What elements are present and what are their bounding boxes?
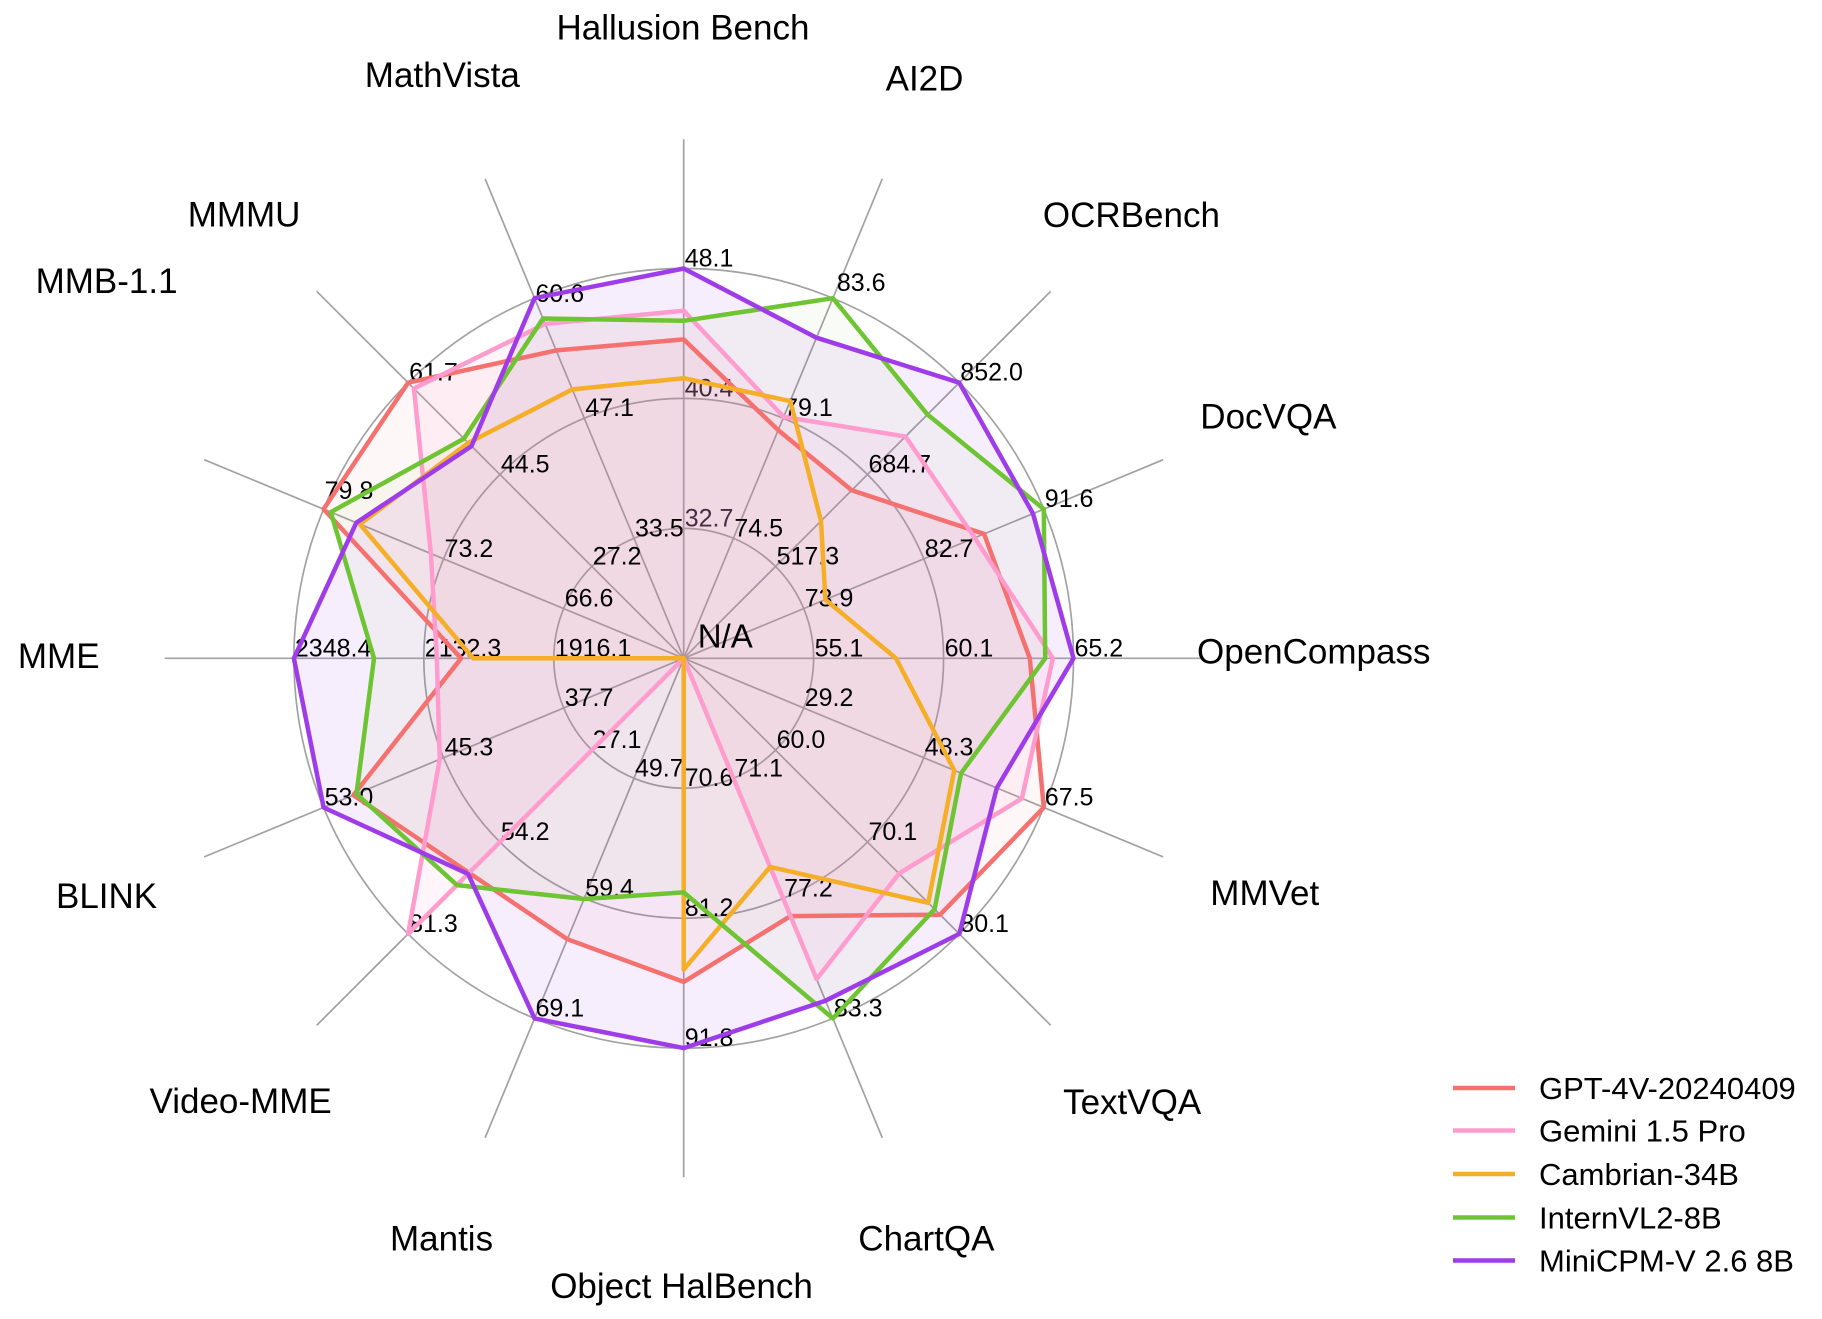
svg-text:DocVQA: DocVQA bbox=[1200, 398, 1337, 437]
svg-text:AI2D: AI2D bbox=[886, 60, 964, 99]
svg-text:MME: MME bbox=[18, 637, 100, 676]
svg-text:66.6: 66.6 bbox=[565, 585, 614, 613]
svg-text:684.7: 684.7 bbox=[869, 451, 932, 479]
svg-text:MMMU: MMMU bbox=[188, 196, 301, 235]
svg-text:67.5: 67.5 bbox=[1045, 784, 1094, 812]
svg-text:OpenCompass: OpenCompass bbox=[1197, 633, 1430, 672]
svg-text:Video-MME: Video-MME bbox=[150, 1082, 332, 1121]
svg-text:70.6: 70.6 bbox=[685, 764, 734, 792]
svg-text:MiniCPM-V 2.6 8B: MiniCPM-V 2.6 8B bbox=[1539, 1244, 1794, 1279]
svg-text:Object HalBench: Object HalBench bbox=[550, 1267, 813, 1306]
svg-text:55.1: 55.1 bbox=[815, 634, 864, 662]
svg-text:GPT-4V-20240409: GPT-4V-20240409 bbox=[1539, 1071, 1796, 1106]
svg-text:65.2: 65.2 bbox=[1075, 634, 1124, 662]
svg-text:69.1: 69.1 bbox=[536, 994, 585, 1022]
svg-text:60.0: 60.0 bbox=[777, 726, 826, 754]
svg-text:OCRBench: OCRBench bbox=[1043, 196, 1220, 235]
svg-text:MMVet: MMVet bbox=[1210, 874, 1319, 913]
svg-text:45.3: 45.3 bbox=[445, 734, 494, 762]
svg-text:Mantis: Mantis bbox=[390, 1220, 493, 1259]
svg-text:80.1: 80.1 bbox=[960, 910, 1009, 938]
svg-text:MMB-1.1: MMB-1.1 bbox=[36, 262, 178, 301]
svg-text:33.5: 33.5 bbox=[635, 514, 684, 542]
svg-text:73.2: 73.2 bbox=[445, 535, 494, 563]
svg-text:60.1: 60.1 bbox=[945, 634, 994, 662]
svg-text:517.3: 517.3 bbox=[777, 542, 840, 570]
svg-text:83.6: 83.6 bbox=[837, 269, 886, 297]
svg-text:47.1: 47.1 bbox=[585, 394, 634, 422]
svg-text:MathVista: MathVista bbox=[365, 56, 521, 95]
svg-text:InternVL2-8B: InternVL2-8B bbox=[1539, 1201, 1722, 1236]
svg-text:Gemini 1.5 Pro: Gemini 1.5 Pro bbox=[1539, 1114, 1746, 1149]
svg-text:27.2: 27.2 bbox=[593, 542, 642, 570]
svg-text:71.1: 71.1 bbox=[734, 754, 783, 782]
svg-text:Hallusion Bench: Hallusion Bench bbox=[557, 9, 810, 48]
svg-text:29.2: 29.2 bbox=[805, 684, 854, 712]
svg-text:91.6: 91.6 bbox=[1045, 485, 1094, 513]
svg-text:44.5: 44.5 bbox=[501, 451, 550, 479]
svg-text:49.7: 49.7 bbox=[635, 754, 684, 782]
svg-text:N/A: N/A bbox=[698, 618, 753, 655]
svg-text:ChartQA: ChartQA bbox=[858, 1220, 995, 1259]
svg-text:73.9: 73.9 bbox=[805, 585, 854, 613]
svg-text:32.7: 32.7 bbox=[685, 504, 734, 532]
svg-text:74.5: 74.5 bbox=[734, 514, 783, 542]
svg-text:53.0: 53.0 bbox=[325, 784, 374, 812]
svg-text:BLINK: BLINK bbox=[56, 877, 157, 916]
svg-text:37.7: 37.7 bbox=[565, 684, 614, 712]
svg-text:82.7: 82.7 bbox=[925, 535, 974, 563]
svg-text:852.0: 852.0 bbox=[960, 359, 1023, 387]
svg-text:70.1: 70.1 bbox=[869, 818, 918, 846]
svg-text:2348.4: 2348.4 bbox=[295, 634, 372, 662]
svg-text:Cambrian-34B: Cambrian-34B bbox=[1539, 1157, 1739, 1192]
svg-text:48.1: 48.1 bbox=[685, 245, 734, 273]
svg-text:TextVQA: TextVQA bbox=[1063, 1083, 1202, 1122]
